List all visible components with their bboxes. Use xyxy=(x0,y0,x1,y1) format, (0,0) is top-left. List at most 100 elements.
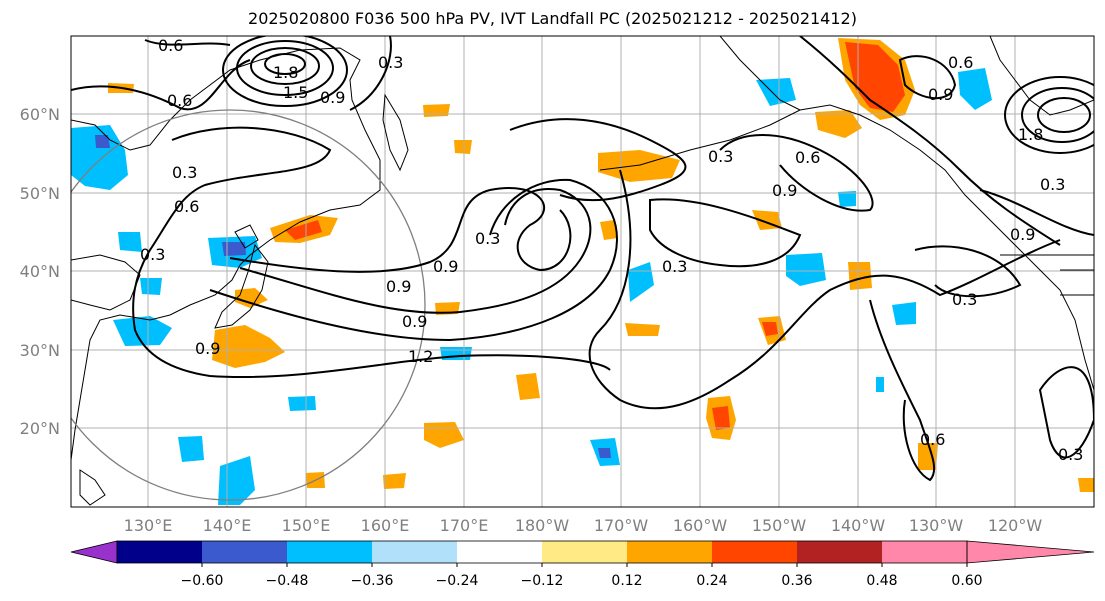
lon-label: 170°W xyxy=(594,516,649,535)
contour-0.9-west xyxy=(229,187,572,273)
contour-0.3-mid xyxy=(649,198,802,268)
contour-0.3-main xyxy=(132,126,611,379)
contour-label: 0.3 xyxy=(140,245,165,264)
lon-label: 120°W xyxy=(988,516,1043,535)
contour-0.6-south xyxy=(869,299,936,482)
negative-anomaly-blob xyxy=(178,436,204,462)
positive-anomaly-kuril-core xyxy=(285,220,322,240)
lon-label: 140°E xyxy=(203,516,252,535)
contour-label: 0.9 xyxy=(320,88,345,107)
lon-label: 160°E xyxy=(361,516,410,535)
contour-label: 0.3 xyxy=(475,229,500,248)
colorbar-segment xyxy=(882,541,967,563)
negative-anomaly-blob xyxy=(756,78,796,106)
longitude-labels: 130°E 140°E 150°E 160°E 170°E 180°W 170°… xyxy=(124,516,1043,535)
hokkaido-coastline xyxy=(234,224,259,249)
positive-anomaly-blob-core xyxy=(712,406,730,430)
alaska-coastline xyxy=(719,36,801,111)
negative-anomaly-blob xyxy=(140,278,162,295)
colorbar-tick-label: −0.12 xyxy=(521,573,564,589)
contour-label: 1.5 xyxy=(283,83,308,102)
colorbar-segment xyxy=(372,541,457,563)
contour-0.3-east xyxy=(588,169,1061,410)
positive-anomaly-gulf xyxy=(815,110,862,138)
contour-0.6-top xyxy=(144,39,231,46)
positive-anomaly-blob-core xyxy=(762,322,778,336)
negative-anomaly-blob xyxy=(786,253,826,286)
north-america-coastline xyxy=(599,104,1094,391)
lon-label: 150°W xyxy=(752,516,807,535)
lon-label: 130°W xyxy=(909,516,964,535)
contour-0.6-aleutian xyxy=(509,118,687,202)
negative-anomaly-blob xyxy=(118,232,142,252)
contour-high-4 xyxy=(264,53,306,75)
negative-anomaly-blob xyxy=(958,68,992,110)
contour-0.9-north xyxy=(349,36,392,111)
colorbar-tick-label: −0.48 xyxy=(266,573,309,589)
colorbar-tick-label: 0.48 xyxy=(866,573,897,589)
colorbar-tick-label: 0.60 xyxy=(951,573,982,589)
contour-label: 0.6 xyxy=(795,148,820,167)
lat-label: 50°N xyxy=(20,184,60,203)
latitude-labels: 60°N 50°N 40°N 30°N 20°N xyxy=(20,105,60,438)
contour-label: 0.3 xyxy=(952,290,977,309)
colorbar-segment xyxy=(202,541,287,563)
lat-label: 60°N xyxy=(20,105,60,124)
positive-anomaly-blob xyxy=(454,140,472,154)
positive-anomaly-blob xyxy=(516,373,540,400)
colorbar-segment xyxy=(542,541,627,563)
colorbar: −0.60 −0.48 −0.36 −0.24 −0.12 0.12 0.24 … xyxy=(70,540,1095,589)
colorbar-extend-low xyxy=(70,540,118,564)
contour-1.2 xyxy=(239,188,592,314)
contour-alaska-long xyxy=(799,36,1061,246)
contour-label: 0.3 xyxy=(172,163,197,182)
contour-label: 0.9 xyxy=(433,257,458,276)
lat-label: 20°N xyxy=(20,419,60,438)
negative-anomaly-siberia-core xyxy=(95,135,110,148)
lon-label: 140°W xyxy=(831,516,886,535)
negative-anomaly-east-china xyxy=(113,316,172,346)
contour-label: 0.9 xyxy=(928,85,953,104)
lon-label: 150°E xyxy=(282,516,331,535)
map-frame xyxy=(70,35,1095,508)
colorbar-segment xyxy=(117,541,202,563)
lon-label: 130°E xyxy=(124,516,173,535)
region-circle xyxy=(71,109,426,501)
state-borders xyxy=(1000,254,1094,296)
contour-label: 0.6 xyxy=(158,36,183,55)
contour-high-2 xyxy=(236,40,334,96)
contour-label: 0.6 xyxy=(948,53,973,72)
colorbar-tick-label: −0.60 xyxy=(181,573,224,589)
negative-anomaly-core xyxy=(222,242,246,256)
asia-coastline xyxy=(71,47,381,461)
positive-anomaly-blob xyxy=(1078,478,1094,492)
colorbar-segment xyxy=(712,541,797,563)
contour-alaska-ring xyxy=(898,55,957,100)
contour-label: 0.6 xyxy=(920,430,945,449)
positive-anomaly-blob xyxy=(625,323,660,336)
positive-anomaly-japan-south xyxy=(212,325,285,368)
contour-label: 1.8 xyxy=(273,63,298,82)
contour-0.3-se xyxy=(914,245,1022,298)
contour-0.9-b xyxy=(209,178,618,342)
contour-low-east-3 xyxy=(1037,97,1091,133)
colorbar-segment xyxy=(287,541,372,563)
positive-anomaly-blob xyxy=(600,220,618,240)
colorbar-extend-high xyxy=(966,540,1095,564)
philippines-coastline xyxy=(79,469,106,506)
colorbar-segment xyxy=(627,541,712,563)
contour-label: 0.9 xyxy=(402,312,427,331)
contour-label: 0.9 xyxy=(386,277,411,296)
contour-label: 0.9 xyxy=(772,181,797,200)
negative-anomaly-blob xyxy=(892,302,916,325)
contour-low-east-1 xyxy=(1004,76,1094,154)
colorbar-tick-label: 0.12 xyxy=(611,573,642,589)
contour-label: 0.6 xyxy=(174,197,199,216)
map-title: 2025020800 F036 500 hPa PV, IVT Landfall… xyxy=(248,9,857,28)
contour-label: 0.3 xyxy=(378,53,403,72)
contour-label: 0.9 xyxy=(195,339,220,358)
colorbar-tick-label: 0.24 xyxy=(696,573,727,589)
contour-high-1 xyxy=(222,36,348,107)
lat-label: 40°N xyxy=(20,262,60,281)
